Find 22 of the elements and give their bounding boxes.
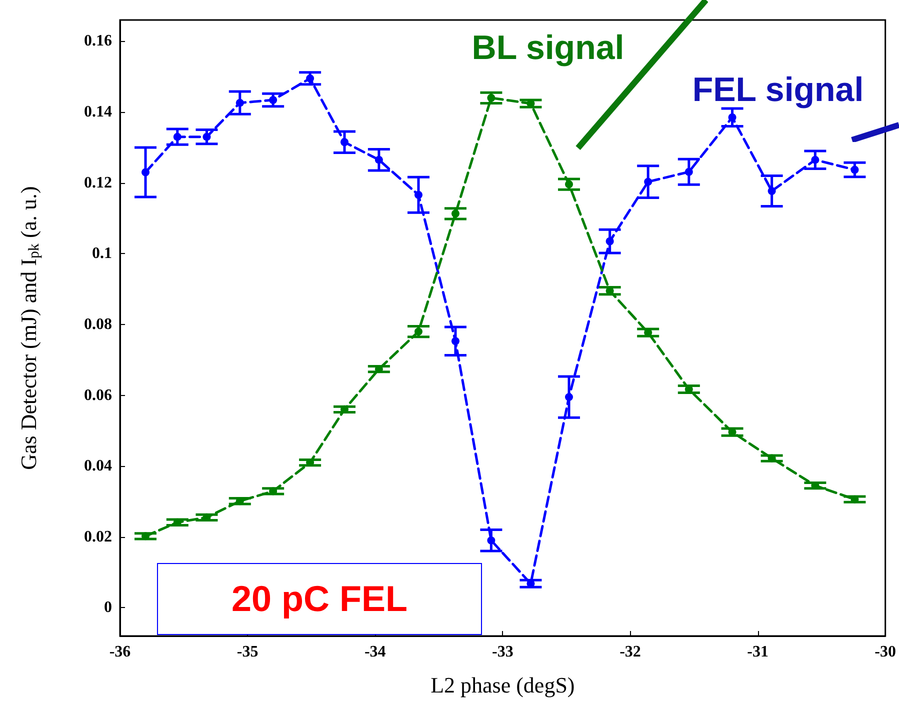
annotation: FEL signal	[692, 71, 864, 109]
x-axis-title: L2 phase (degS)	[430, 672, 575, 698]
y-tick-label: 0.1	[92, 245, 112, 262]
y-tick-label: 0.04	[84, 458, 112, 475]
y-tick-label: 0.08	[84, 316, 112, 333]
x-tick-label: -33	[492, 644, 514, 660]
y-tick-label: 0.12	[84, 174, 112, 192]
x-tick-label: -31	[747, 644, 768, 660]
y-tick-label: 0.16	[84, 32, 112, 50]
x-tick-label: -36	[109, 644, 131, 660]
annotation: BL signal	[472, 29, 624, 67]
annotation: 20 pC FEL	[231, 578, 408, 620]
text-frame: 20 pC FEL	[157, 563, 482, 635]
x-tick-label: -34	[364, 644, 386, 660]
y-tick-label: 0.02	[84, 528, 112, 546]
y-tick-label: 0.06	[84, 386, 112, 404]
x-tick-label: -30	[874, 644, 896, 660]
y-axis-title: Gas Detector (mJ) and Ipk (a. u.)	[16, 186, 42, 470]
y-tick-label: 0.14	[84, 104, 112, 121]
x-tick-label: -32	[620, 644, 641, 660]
x-tick-label: -35	[236, 644, 258, 660]
y-tick-label: 0	[104, 599, 112, 616]
